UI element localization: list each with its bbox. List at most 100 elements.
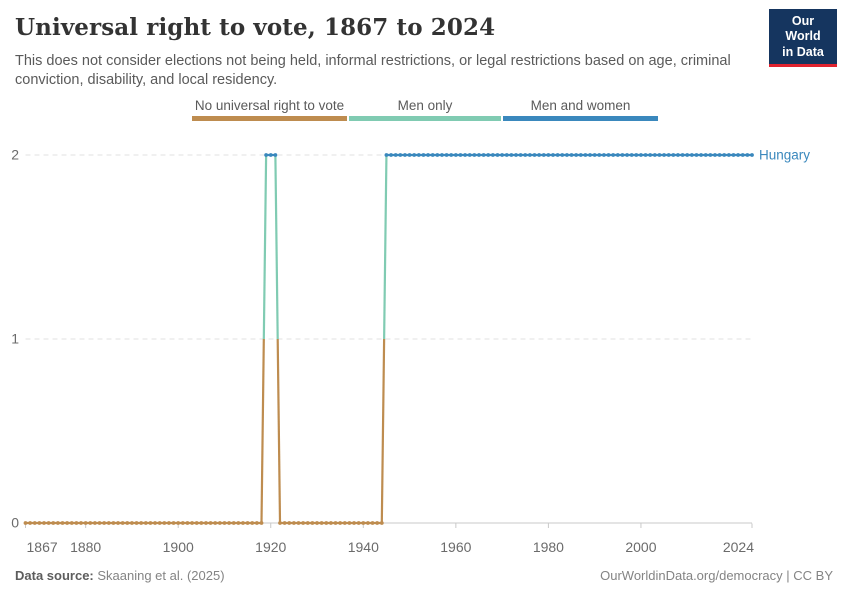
series-transition (260, 338, 265, 524)
data-point (23, 521, 28, 525)
data-point (338, 521, 343, 525)
data-point (342, 521, 347, 525)
data-point (532, 153, 537, 157)
data-point (296, 521, 301, 525)
data-point (537, 153, 542, 157)
data-source-value: Skaaning et al. (2025) (93, 568, 225, 583)
data-point (583, 153, 588, 157)
data-point (449, 153, 454, 157)
data-point (713, 153, 717, 157)
data-point (268, 153, 273, 157)
data-point (32, 521, 37, 525)
data-point (662, 153, 666, 157)
data-point (416, 153, 421, 157)
data-point (588, 153, 592, 157)
data-point (74, 521, 79, 525)
data-point (444, 153, 449, 157)
legend-label: No universal right to vote (194, 98, 345, 113)
data-point (689, 153, 694, 157)
data-point (139, 521, 144, 525)
entity-label-hungary[interactable]: Hungary (759, 148, 810, 163)
data-point (611, 153, 616, 157)
data-point (699, 153, 703, 157)
data-point (407, 153, 412, 157)
data-point (518, 153, 523, 157)
data-point (481, 153, 486, 157)
data-source-label: Data source: (15, 568, 94, 583)
data-point (639, 153, 643, 157)
data-point (171, 521, 176, 525)
data-point (500, 153, 505, 157)
data-point (703, 153, 708, 157)
data-point (352, 521, 356, 525)
license-link[interactable]: OurWorldinData.org/democracy | CC BY (600, 568, 833, 583)
data-point (370, 521, 375, 525)
data-point (555, 153, 560, 157)
data-point (333, 521, 338, 525)
data-point (301, 521, 306, 525)
x-axis-label: 1960 (440, 539, 471, 555)
data-point (592, 153, 597, 157)
data-point (366, 521, 370, 525)
data-point (134, 521, 139, 525)
data-point (347, 521, 352, 525)
data-point (79, 521, 83, 525)
x-axis-label: 1940 (348, 539, 379, 555)
data-point (60, 521, 65, 525)
data-point (569, 153, 574, 157)
data-point (458, 153, 463, 157)
data-point (180, 521, 185, 525)
data-point (102, 521, 107, 525)
data-point (676, 153, 680, 157)
data-point (527, 153, 532, 157)
data-point (167, 521, 171, 525)
series-transition (380, 338, 386, 524)
data-point (634, 153, 639, 157)
legend-color-bar (503, 116, 658, 121)
series-transition (274, 154, 279, 340)
data-point (384, 153, 389, 157)
data-point (565, 153, 569, 157)
data-point (523, 153, 528, 157)
data-point (453, 153, 458, 157)
data-point (435, 153, 440, 157)
legend-item-men-only: Men only (349, 98, 501, 121)
data-point (55, 521, 60, 525)
data-point (69, 521, 74, 525)
data-point (143, 521, 148, 525)
y-axis-label: 1 (11, 331, 19, 347)
data-point (46, 521, 51, 525)
data-point (426, 153, 430, 157)
data-point (602, 153, 606, 157)
data-point (291, 521, 296, 525)
data-point (176, 521, 181, 525)
y-axis-label: 2 (11, 147, 19, 163)
legend-item-men-and-women: Men and women (503, 98, 658, 121)
data-point (130, 521, 134, 525)
data-point (685, 153, 690, 157)
data-point (620, 153, 625, 157)
data-point (222, 521, 227, 525)
data-point (83, 521, 88, 525)
data-point (398, 153, 403, 157)
data-point (93, 521, 97, 525)
data-point (541, 153, 546, 157)
data-point (250, 521, 255, 525)
data-point (278, 521, 282, 525)
data-point (379, 521, 384, 525)
data-point (375, 521, 380, 525)
data-point (440, 153, 444, 157)
data-point (463, 153, 468, 157)
data-point (666, 153, 671, 157)
data-point (231, 521, 236, 525)
owid-logo[interactable]: Our World in Data (769, 9, 837, 67)
data-point (111, 521, 116, 525)
data-point (356, 521, 361, 525)
data-point (560, 153, 565, 157)
data-point (750, 153, 754, 157)
data-point (259, 521, 264, 525)
data-point (551, 153, 555, 157)
data-point (241, 521, 245, 525)
data-point (403, 153, 407, 157)
